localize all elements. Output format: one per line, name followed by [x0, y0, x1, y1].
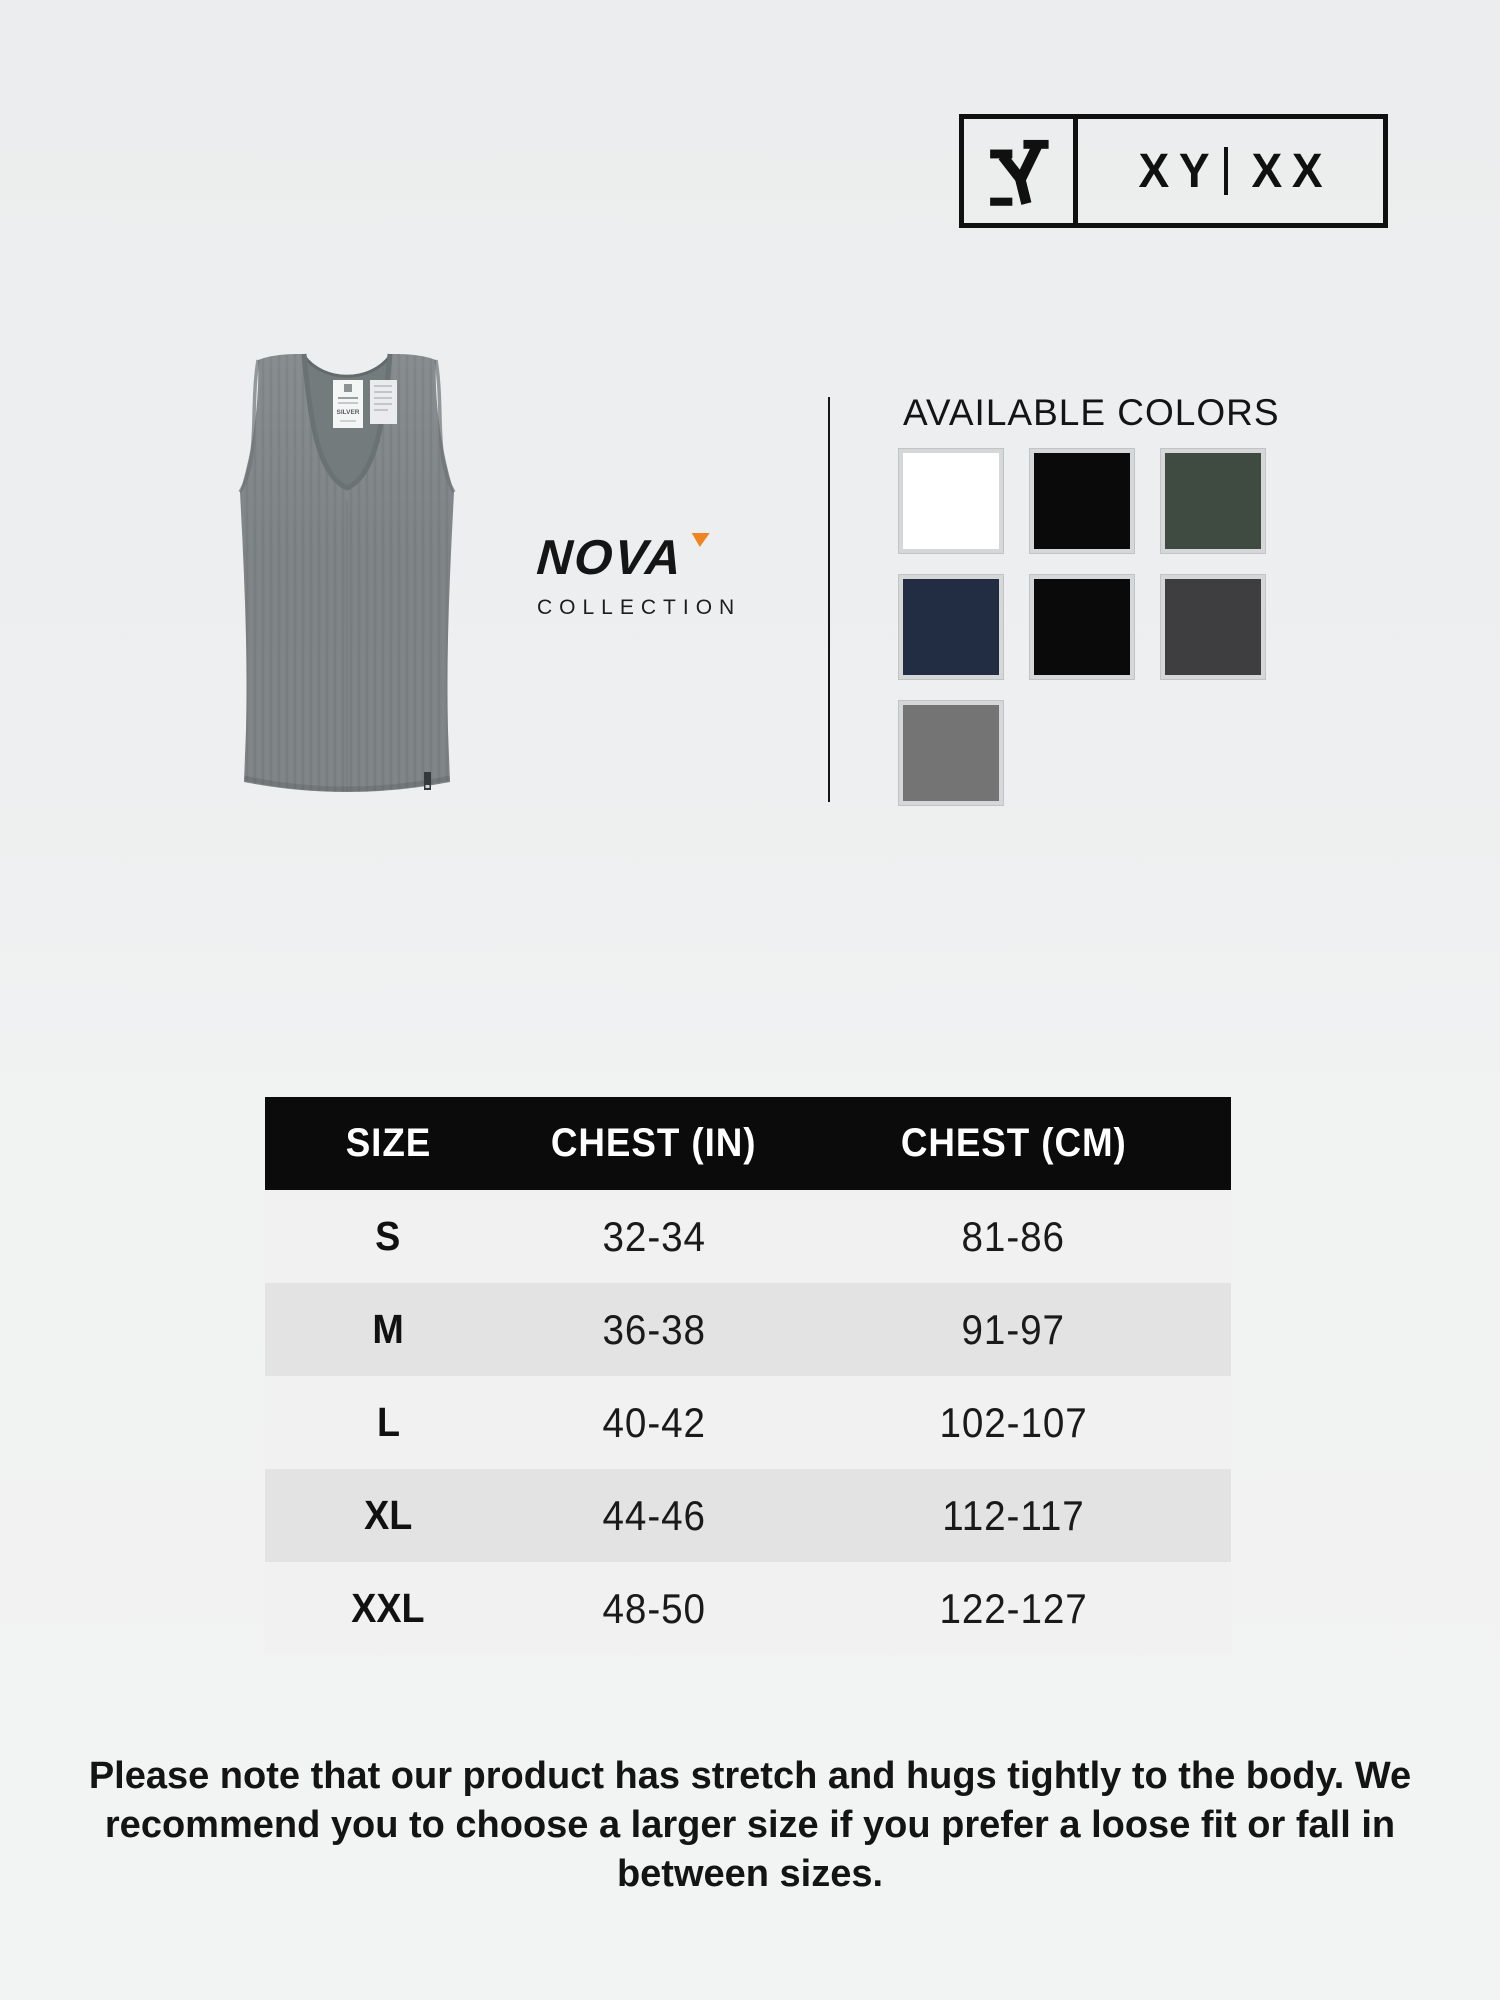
table-row-l: L 40-42 102-107 — [265, 1376, 1231, 1469]
xyxx-monogram-icon — [989, 139, 1049, 206]
cell-size: M — [372, 1306, 404, 1352]
brand-logo-separator — [1223, 147, 1228, 195]
available-colors-title: AVAILABLE COLORS — [903, 392, 1280, 433]
color-swatch-charcoal — [1161, 575, 1265, 679]
color-swatch-black-2 — [1030, 575, 1134, 679]
color-swatch-grey — [899, 701, 1003, 805]
inner-care-label: SILVER — [333, 380, 363, 428]
header-cell-size: SIZE — [345, 1121, 431, 1165]
section-divider — [828, 397, 830, 802]
cell-size: L — [376, 1399, 400, 1445]
header-cell-chest-cm: CHEST (CM) — [900, 1121, 1127, 1165]
color-swatch-black — [1030, 449, 1134, 553]
size-chart-header-row: SIZE CHEST (IN) CHEST (CM) — [265, 1097, 1231, 1190]
collection-name-text: NOVA — [535, 531, 685, 585]
brand-logo-text-left: XY — [1138, 144, 1220, 198]
collection-subtitle: COLLECTION — [537, 596, 742, 619]
color-swatch-navy — [899, 575, 1003, 679]
cell-size: XXL — [351, 1585, 425, 1631]
brand-logo-text-right: XX — [1250, 144, 1332, 198]
table-row-m: M 36-38 91-97 — [265, 1283, 1231, 1376]
hem-brand-tag — [424, 772, 431, 790]
cell-size: XL — [364, 1492, 413, 1538]
table-row-s: S 32-34 81-86 — [265, 1190, 1231, 1283]
cell-chest-in: 40-42 — [602, 1398, 706, 1446]
brand-monogram-cell — [964, 119, 1078, 223]
cell-chest-cm: 102-107 — [939, 1398, 1088, 1446]
wash-instruction-label — [370, 380, 397, 424]
collection-name: NOVA — [535, 530, 779, 586]
color-swatch-grid — [899, 449, 1265, 805]
inner-label-text: SILVER — [337, 409, 360, 416]
cell-chest-in: 36-38 — [602, 1305, 706, 1353]
color-swatch-olive-green — [1161, 449, 1265, 553]
brand-logo-text: XY XX — [1078, 119, 1383, 223]
brand-logo-box: XY XX — [959, 114, 1388, 228]
cell-chest-cm: 122-127 — [939, 1584, 1088, 1632]
table-row-xxl: XXL 48-50 122-127 — [265, 1562, 1231, 1655]
fit-note-text: Please note that our product has stretch… — [88, 1755, 1412, 1895]
cell-chest-cm: 112-117 — [942, 1491, 1085, 1539]
collection-accent-triangle-icon — [690, 533, 710, 547]
product-image-tank-top: SILVER — [238, 353, 456, 792]
cell-chest-in: 44-46 — [602, 1491, 706, 1539]
cell-chest-in: 32-34 — [602, 1212, 706, 1260]
color-swatch-white — [899, 449, 1003, 553]
table-row-xl: XL 44-46 112-117 — [265, 1469, 1231, 1562]
cell-size: S — [375, 1213, 401, 1259]
cell-chest-in: 48-50 — [602, 1584, 706, 1632]
header-cell-chest-in: CHEST (IN) — [551, 1121, 757, 1165]
size-chart-table: SIZE CHEST (IN) CHEST (CM) S 32-34 81-86… — [265, 1097, 1231, 1655]
cell-chest-cm: 91-97 — [961, 1305, 1066, 1353]
collection-lockup: NOVA COLLECTION — [535, 530, 779, 620]
cell-chest-cm: 81-86 — [961, 1212, 1066, 1260]
